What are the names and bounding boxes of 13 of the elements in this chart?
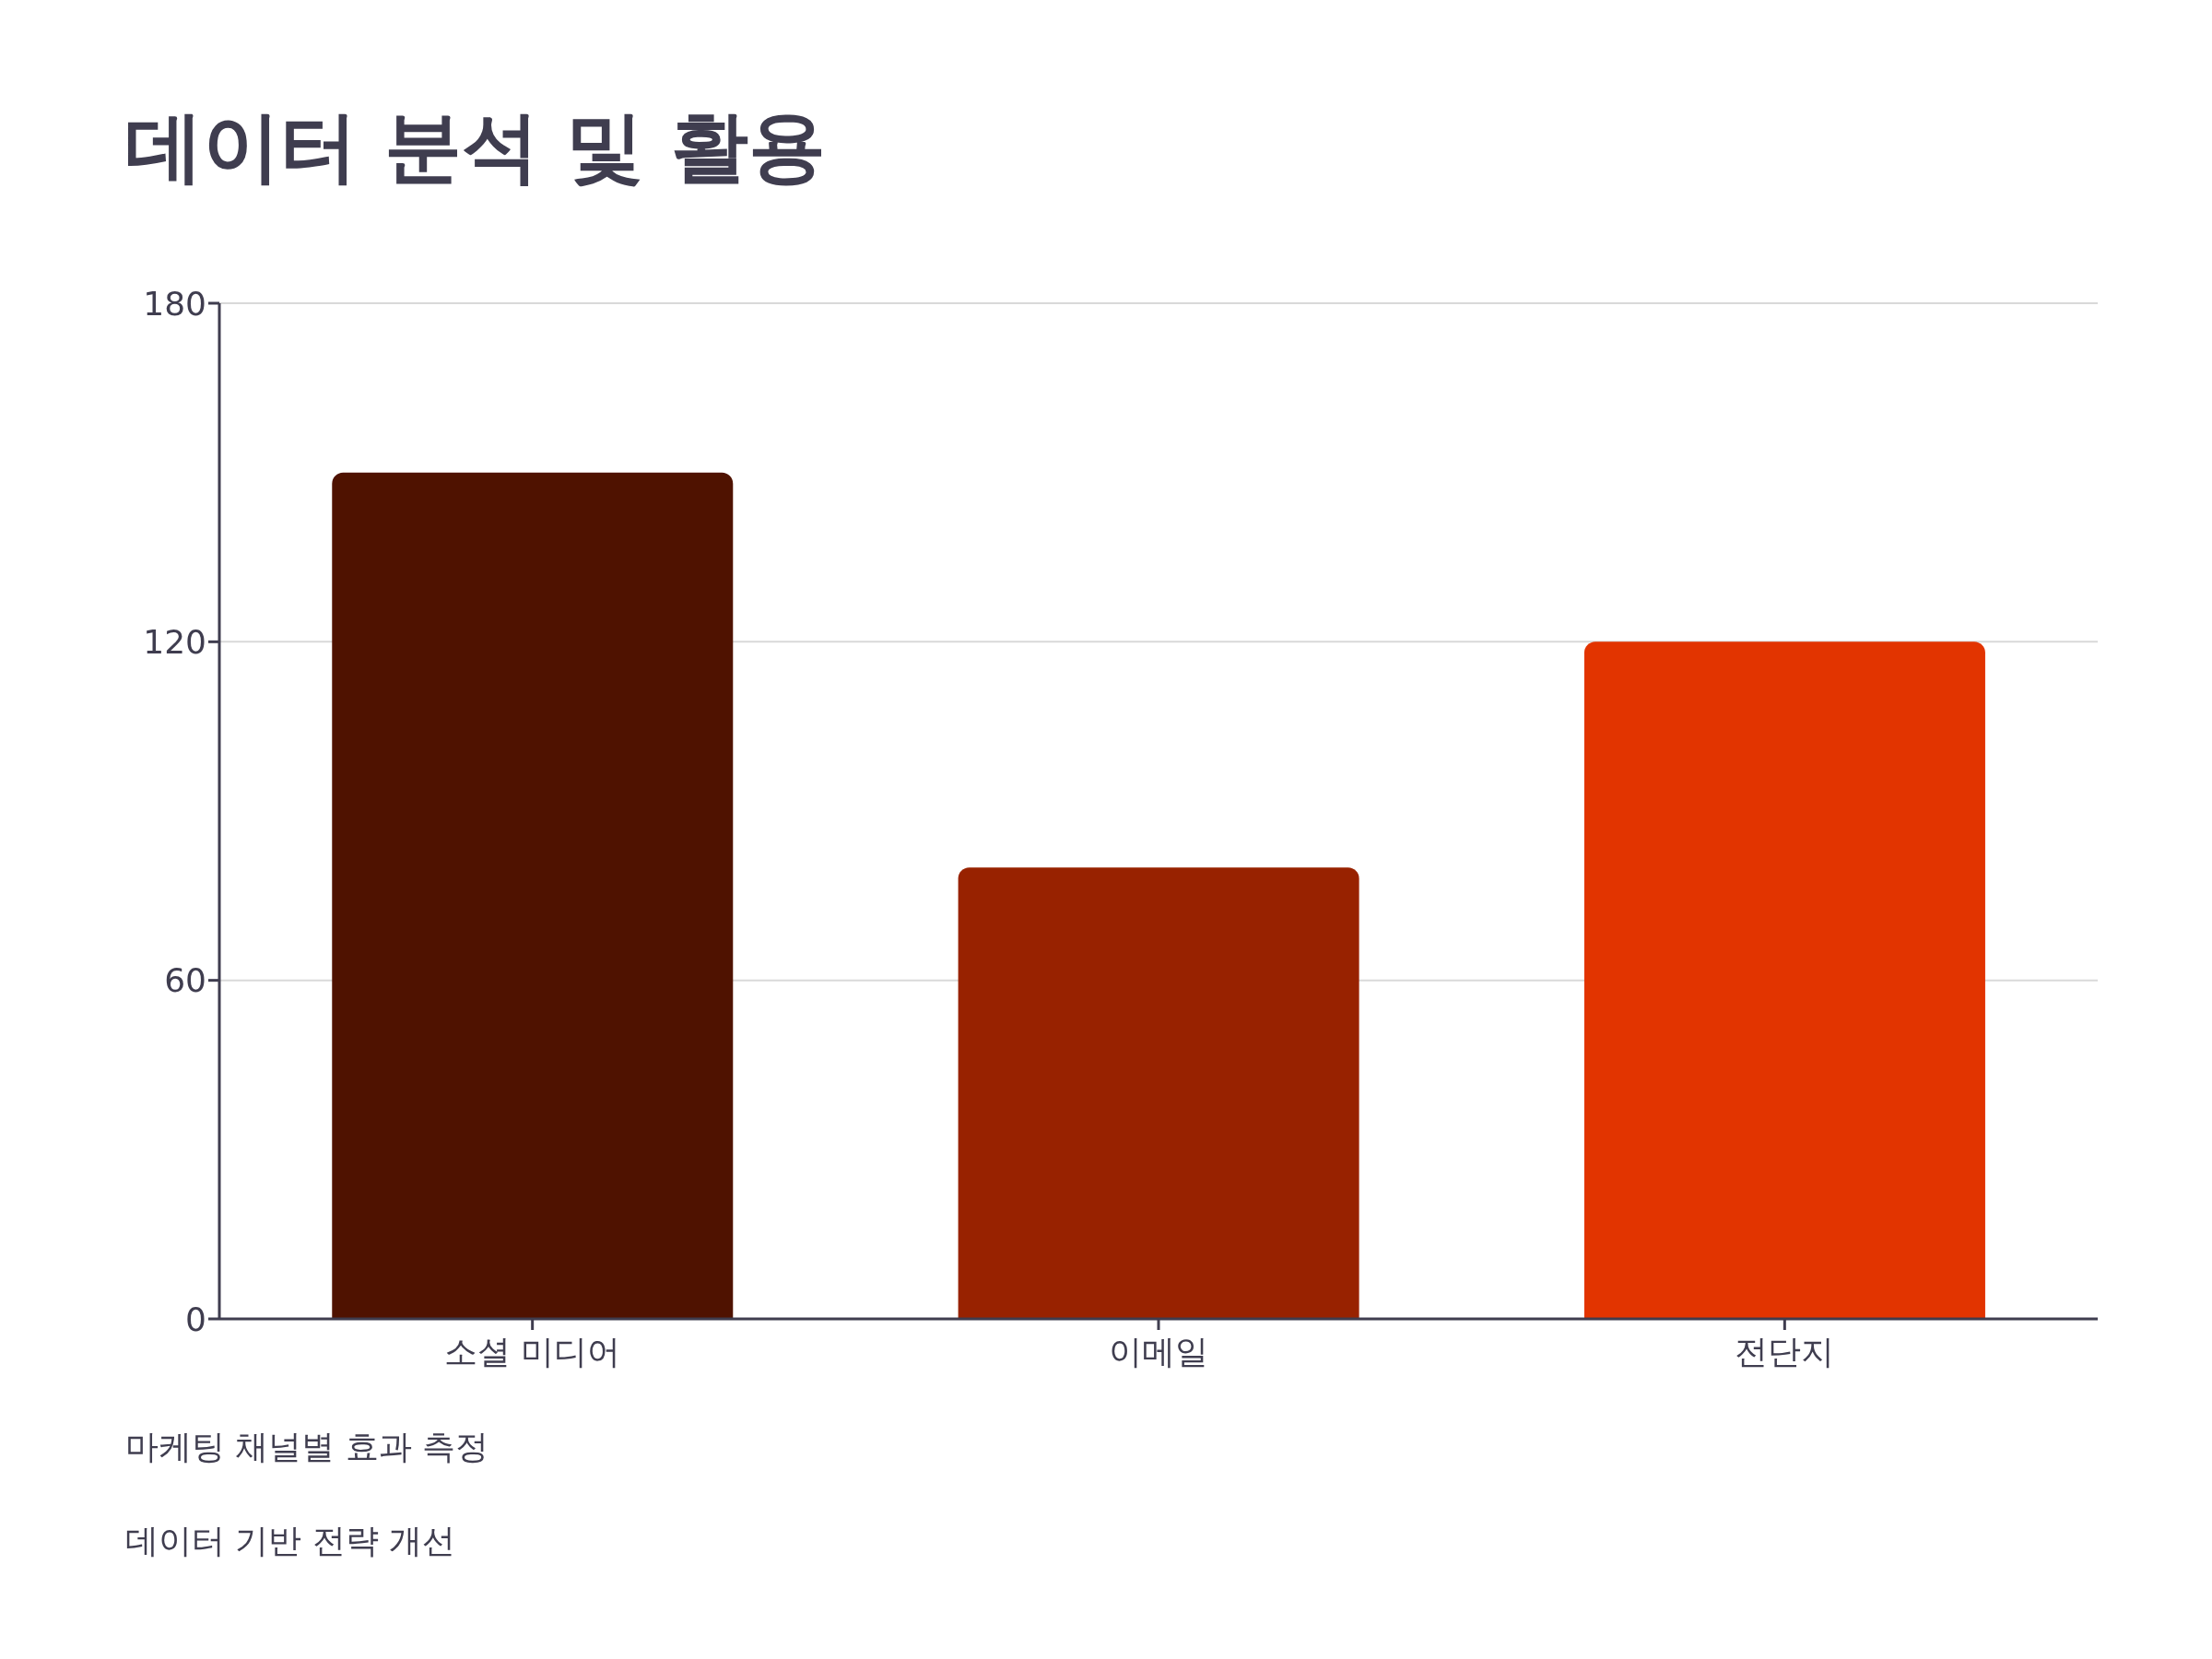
y-tick-label: 120 [143, 623, 206, 662]
bar [958, 867, 1359, 1319]
text: 데이터 기반 전략 개선 [125, 1521, 456, 1561]
text: 마케팅 채널별 효과 측정 [125, 1427, 489, 1467]
bar [1583, 641, 1985, 1319]
y-tick-label: 0 [185, 1300, 206, 1338]
y-tick-label: 180 [143, 284, 206, 323]
x-tick-label: 소셜 미디어 [443, 1332, 621, 1371]
x-tick-label: 전단지 [1735, 1332, 1835, 1371]
y-tick-label: 60 [164, 961, 206, 1000]
x-tick-label: 이메일 [1109, 1332, 1208, 1371]
bar [332, 472, 734, 1319]
chart-title: 데이터 분석 및 활용 [125, 100, 826, 194]
